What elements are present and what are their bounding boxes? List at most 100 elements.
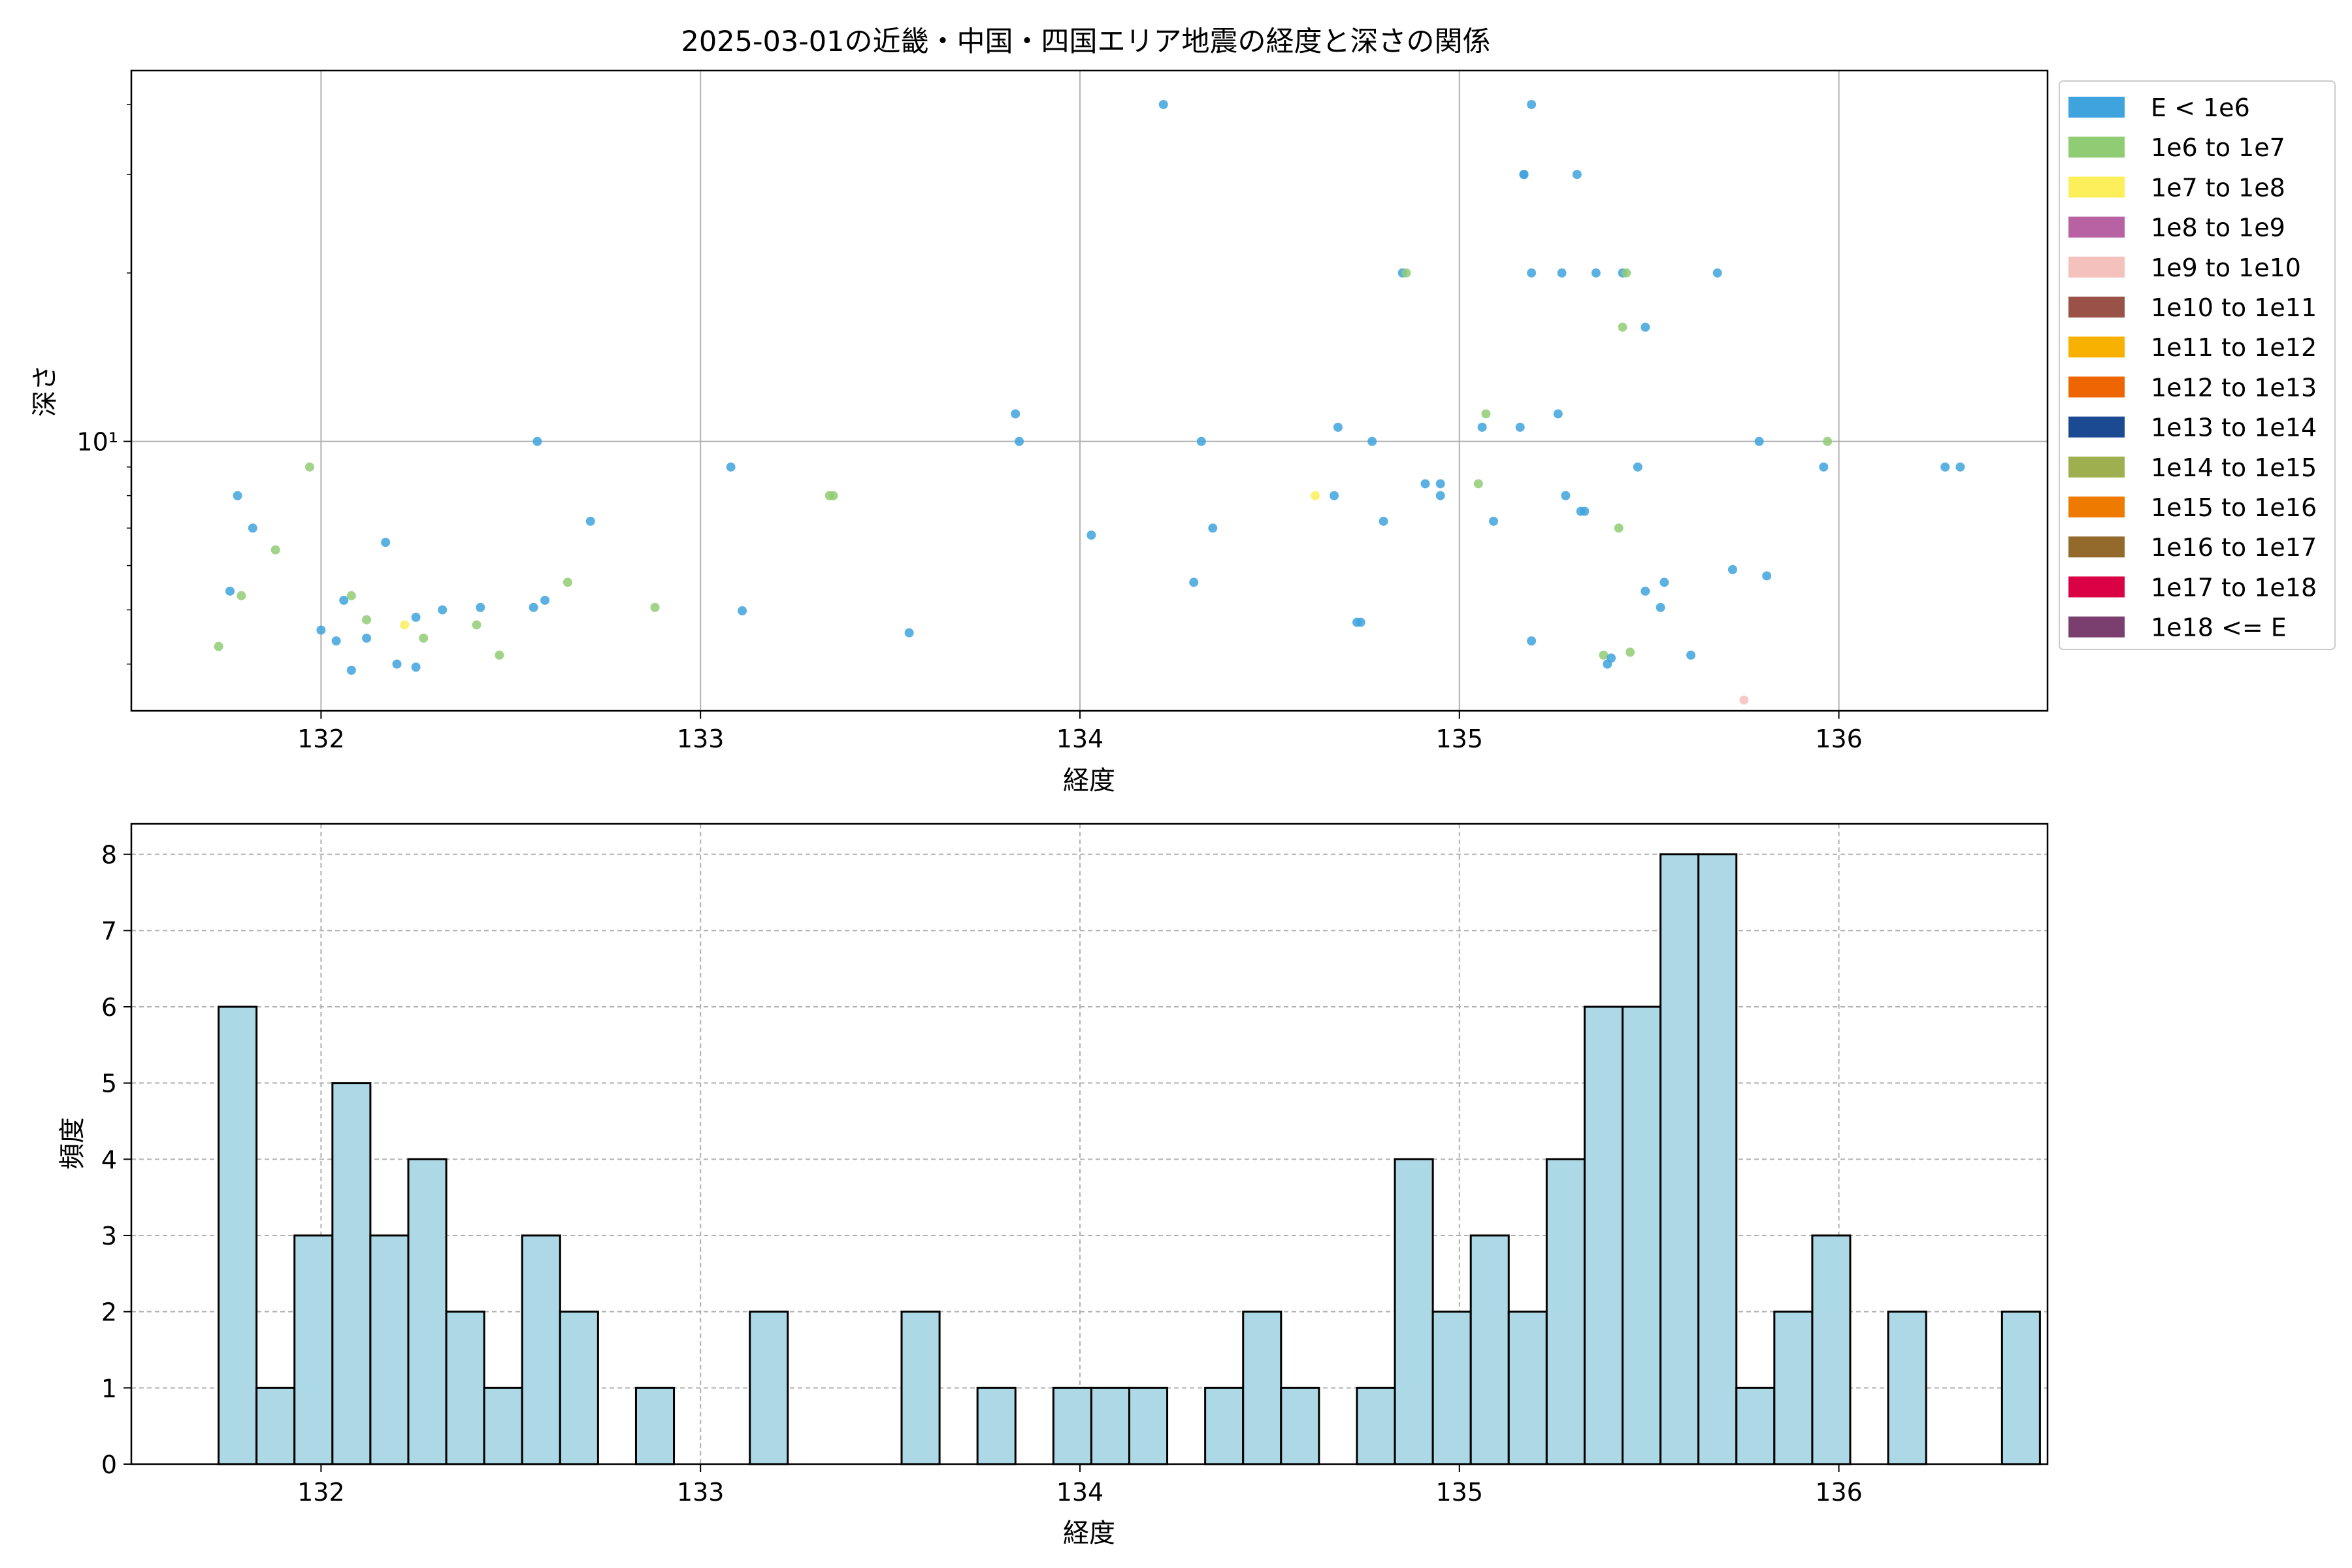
- legend-label: 1e11 to 1e12: [2151, 333, 2317, 362]
- chart-title: 2025-03-01の近畿・中国・四国エリア地震の経度と深さの関係: [681, 25, 1491, 58]
- y-tick-label: 2: [101, 1298, 117, 1327]
- legend-swatch: [2068, 297, 2125, 318]
- y-tick-label: 4: [101, 1145, 117, 1174]
- data-point: [1015, 436, 1024, 446]
- histogram-bar: [1622, 1005, 1662, 1465]
- legend-swatch: [2068, 176, 2125, 198]
- data-point: [316, 625, 326, 635]
- data-point: [1823, 436, 1833, 446]
- x-tick-label: 135: [1436, 725, 1484, 753]
- data-point: [529, 602, 538, 612]
- legend-label: 1e6 to 1e7: [2151, 133, 2285, 162]
- histogram-bar: [369, 1234, 410, 1465]
- legend-swatch: [2068, 216, 2125, 238]
- legend-label: 1e14 to 1e15: [2151, 453, 2317, 482]
- axis-ticks: 132 133 134 135 136 0 1 2 3 4 5 6 7 8: [101, 841, 1863, 1507]
- histogram-bar: [1469, 1234, 1510, 1465]
- data-point: [237, 591, 246, 600]
- data-point: [1656, 602, 1665, 612]
- y-tick-label: 0: [101, 1450, 117, 1479]
- histogram-bar: [1052, 1386, 1092, 1465]
- data-point: [1641, 586, 1650, 596]
- scatter-chart: 2025-03-01の近畿・中国・四国エリア地震の経度と深さの関係 132 133…: [30, 25, 2336, 796]
- data-point: [392, 659, 402, 669]
- data-point: [304, 462, 314, 472]
- data-point: [233, 491, 242, 500]
- data-point: [411, 612, 421, 622]
- legend-swatch: [2068, 376, 2125, 398]
- legend-swatch: [2068, 616, 2125, 638]
- data-point: [1591, 268, 1601, 278]
- data-point: [738, 606, 747, 615]
- legend-label: E < 1e6: [2151, 93, 2250, 122]
- legend-label: 1e17 to 1e18: [2151, 573, 2317, 602]
- data-point: [411, 662, 421, 672]
- data-point: [1196, 436, 1206, 446]
- x-tick-label: 134: [1056, 1478, 1104, 1507]
- data-point: [346, 665, 356, 675]
- legend-label: 1e16 to 1e17: [2151, 533, 2317, 562]
- x-tick-label: 134: [1056, 725, 1104, 753]
- legend-swatch: [2068, 97, 2125, 118]
- data-point: [225, 586, 235, 596]
- data-point: [1659, 578, 1669, 587]
- data-point: [1599, 650, 1609, 660]
- histogram-bar: [634, 1386, 676, 1465]
- data-point: [346, 591, 356, 600]
- legend: E < 1e6 1e6 to 1e7 1e7 to 1e8 1e8 to 1e9 1e9…: [2059, 80, 2336, 650]
- histogram-bars: [218, 853, 2041, 1465]
- histogram-bar: [1394, 1158, 1434, 1465]
- data-point: [1489, 516, 1499, 526]
- data-point: [1607, 653, 1616, 663]
- data-point: [726, 462, 736, 472]
- data-point: [1940, 462, 1950, 472]
- histogram-bar: [900, 1311, 941, 1465]
- histogram-bar: [1659, 853, 1700, 1465]
- data-point: [1011, 409, 1021, 419]
- data-point: [1553, 409, 1563, 419]
- data-point: [248, 523, 257, 533]
- x-tick-label: 133: [677, 1478, 725, 1507]
- data-point: [1622, 268, 1631, 278]
- data-point: [1955, 462, 1965, 472]
- histogram-bar: [749, 1311, 789, 1465]
- legend-label: 1e13 to 1e14: [2151, 414, 2317, 442]
- x-tick-label: 133: [677, 725, 725, 753]
- y-tick-label: 7: [101, 917, 117, 945]
- data-point: [1367, 436, 1377, 446]
- y-tick-label: 1: [101, 1374, 117, 1403]
- histogram-bar: [1090, 1386, 1130, 1465]
- legend-swatch: [2068, 576, 2125, 598]
- data-point: [1580, 506, 1590, 516]
- data-point: [563, 578, 572, 587]
- data-point: [1379, 516, 1388, 526]
- data-point: [1311, 491, 1320, 500]
- data-point: [1527, 99, 1537, 109]
- data-point: [1435, 491, 1445, 500]
- axis-ticks: 132 133 134 135 136 10¹: [76, 104, 1863, 753]
- data-point: [419, 633, 429, 643]
- data-point: [540, 595, 550, 605]
- data-point: [1473, 479, 1483, 489]
- x-axis-label: 経度: [1063, 1518, 1115, 1548]
- histogram-bar: [1128, 1386, 1169, 1465]
- data-point: [1086, 531, 1096, 540]
- histogram-bar: [976, 1386, 1017, 1465]
- y-axis-label: 深さ: [30, 365, 60, 417]
- data-point: [1739, 695, 1749, 705]
- legend-swatch: [2068, 497, 2125, 517]
- data-point: [1527, 636, 1537, 645]
- x-tick-label: 136: [1815, 725, 1863, 753]
- y-axis-label: 頻度: [57, 1117, 88, 1169]
- histogram-bar: [1280, 1386, 1320, 1465]
- histogram-bar: [445, 1311, 485, 1465]
- data-point: [1158, 99, 1168, 109]
- x-tick-label: 132: [297, 725, 345, 753]
- histogram-bar: [1204, 1386, 1245, 1465]
- histogram-bar: [255, 1386, 296, 1465]
- data-point: [1614, 523, 1624, 533]
- histogram-bar: [559, 1311, 599, 1465]
- data-point: [1519, 169, 1529, 179]
- data-point: [1333, 422, 1343, 432]
- data-point: [1561, 491, 1571, 500]
